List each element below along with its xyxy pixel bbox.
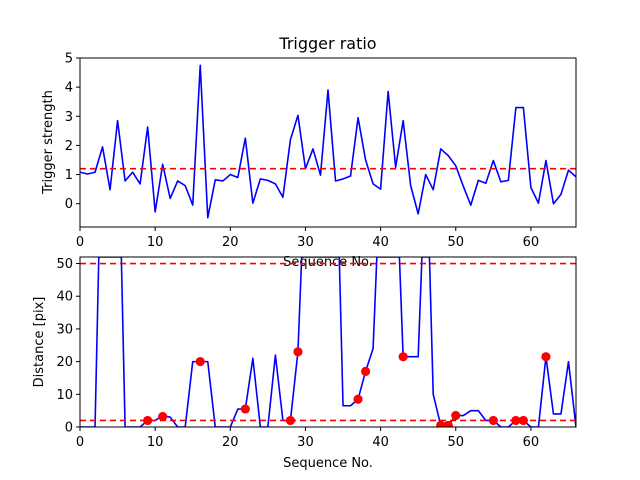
plot-area xyxy=(80,64,576,219)
x-tick-label: 50 xyxy=(447,435,464,450)
data-point xyxy=(511,415,521,425)
data-point xyxy=(436,420,446,427)
y-tick-label: 0 xyxy=(65,421,73,436)
x-tick-label: 20 xyxy=(222,435,239,450)
x-tick-label: 10 xyxy=(147,235,164,250)
x-tick-label: 60 xyxy=(523,435,540,450)
series-line xyxy=(80,64,576,219)
x-tick-label: 10 xyxy=(147,435,164,450)
plot-area xyxy=(80,257,576,427)
plot-frame xyxy=(79,256,577,428)
y-tick-label: 30 xyxy=(56,322,73,337)
data-point xyxy=(361,366,371,376)
y-tick-label: 1 xyxy=(65,168,73,183)
y-tick-label: 4 xyxy=(65,81,73,96)
x-tick-label: 30 xyxy=(297,435,314,450)
x-tick-label: 40 xyxy=(372,435,389,450)
y-tick-label: 20 xyxy=(56,355,73,370)
data-point xyxy=(285,415,295,425)
y-axis-label: Distance [pix] xyxy=(32,297,47,388)
x-tick-label: 60 xyxy=(523,235,540,250)
distance-chart: Distance [pix] Sequence No. 0 10 20 30 40 50 6… xyxy=(32,256,577,471)
x-axis-label: Sequence No. xyxy=(283,255,373,270)
data-point xyxy=(195,357,205,367)
data-point xyxy=(398,352,408,362)
x-tick-label: 40 xyxy=(372,235,389,250)
data-point xyxy=(240,404,250,414)
data-point xyxy=(158,412,168,422)
y-tick-label: 3 xyxy=(65,110,73,125)
trigger-ratio-chart: Trigger ratio Trigger strength Sequence … xyxy=(41,34,577,270)
data-point xyxy=(353,394,363,404)
y-tick-label: 40 xyxy=(56,290,73,305)
y-tick-label: 5 xyxy=(65,52,73,67)
data-point xyxy=(488,415,498,425)
y-tick-label: 2 xyxy=(65,139,73,154)
x-tick-label: 0 xyxy=(76,235,84,250)
y-tick-label: 10 xyxy=(56,388,73,403)
series-line xyxy=(80,257,576,427)
x-tick-label: 30 xyxy=(297,235,314,250)
x-tick-label: 20 xyxy=(222,235,239,250)
chart-title: Trigger ratio xyxy=(278,34,376,53)
data-point xyxy=(451,411,461,421)
data-point xyxy=(518,415,528,425)
y-axis-label: Trigger strength xyxy=(41,90,56,195)
data-point xyxy=(293,347,303,357)
x-axis-label: Sequence No. xyxy=(283,456,373,471)
y-tick-label: 50 xyxy=(56,257,73,272)
x-tick-label: 50 xyxy=(447,235,464,250)
data-point xyxy=(143,415,153,425)
data-point xyxy=(443,420,453,427)
x-tick-label: 0 xyxy=(76,435,84,450)
plot-frame xyxy=(79,57,577,228)
y-tick-label: 0 xyxy=(65,197,73,212)
data-point xyxy=(541,352,551,362)
